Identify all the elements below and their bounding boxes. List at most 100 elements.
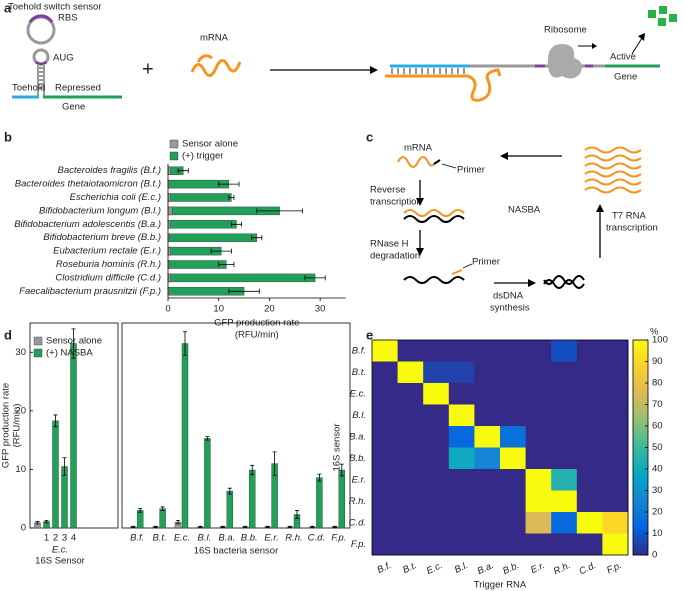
error-bar [183,331,187,356]
x-axis-label: Trigger RNA [474,580,527,591]
diagram-c [397,146,642,289]
colorbar-tick-label: 30 [652,485,663,496]
colorbar-tick-label: 20 [652,507,663,518]
colorbar-step [633,433,648,438]
stem-pairs [39,67,43,89]
colorbar-step [633,512,648,516]
heatmap-cell [602,469,629,491]
category-label: Roseburia hominis (R.h.) [56,259,161,270]
colorbar-step [633,350,648,355]
bar [204,438,211,529]
y-tick-label: 20 [15,405,26,416]
rna-strand [403,209,465,217]
heatmap-cell [448,533,475,556]
heatmap-cell [602,490,629,513]
category-label: Eubacterium rectale (E.r.) [53,246,161,257]
heatmap-cell [372,404,398,427]
heatmap-cell [525,404,552,427]
heatmap-cell [576,361,603,384]
primer [433,159,441,165]
y-axis-label: 16S sensor [332,423,343,471]
category-label: Faecalibacterium prausnitzii (F.p.) [19,286,161,297]
heatmap-cell [525,469,552,491]
colorbar-step [633,476,648,481]
error-bar [265,525,270,528]
heatmap-cell [372,383,398,405]
error-bar [250,464,255,476]
heatmap-cell [448,404,475,427]
label: RBS [58,13,78,24]
colorbar-step [633,454,648,459]
heatmap-cell [372,426,398,448]
x-tick-label: B.a. [218,533,235,544]
y-tick-label: 10 [15,464,26,475]
colorbar-step [633,522,648,527]
heatmap-cell [551,426,578,448]
category-label: Bifidobacterium longum (B.l.) [39,205,161,216]
heatmap-cell [602,447,629,470]
heatmap-cell [551,490,578,513]
heatmap-cell [397,383,424,405]
colorbar-step [633,393,648,398]
label: Active [610,52,636,63]
heatmap-cell [525,490,552,513]
group-label: E.c. [52,545,68,556]
colorbar-step [633,494,648,499]
dna-strand [403,215,465,223]
colorbar-step [633,365,648,370]
label: Gene [614,72,637,83]
colorbar-step [633,418,648,423]
heatmap-cell [576,447,603,470]
error-bar [230,221,242,227]
label: Gene [62,102,85,113]
heatmap-cell [448,447,475,470]
colorbar-tick-label: 50 [652,442,663,453]
error-bar [332,525,337,528]
colorbar-step [633,379,648,384]
error-bar [35,521,40,525]
mrna [190,54,242,77]
label: Reverse [370,185,405,196]
heatmap-cell [423,404,450,427]
error-bar [160,506,165,511]
protein [659,6,667,14]
colorbar-step [633,436,648,441]
colorbar-tick-label: 40 [652,464,663,475]
heatmap-cell [397,447,424,470]
heatmap-cell [423,447,450,470]
heatmap-cell [500,512,526,534]
colorbar-step [633,537,648,542]
label: synthesis [490,303,530,314]
colorbar-step [633,533,648,538]
heatmap-cell [500,533,526,556]
arrow [631,37,643,55]
label: dsDNA [493,291,524,302]
y-tick-label: F.p. [351,539,366,550]
colorbar-tick-label: 0 [652,550,657,561]
dsdna [543,279,585,289]
label: Repressed [55,83,101,94]
x-tick-label: 10 [213,304,224,315]
error-bar [310,525,315,528]
heatmap-cell [500,340,526,362]
colorbar-step [633,390,648,395]
y-tick-label: B.b. [349,453,366,464]
colorbar-step [633,526,648,531]
heatmap-cell [551,361,578,384]
colorbar-step [633,479,648,484]
x-tick-label: F.p. [605,560,623,576]
colorbar-step [633,501,648,506]
bar [167,233,257,242]
error-bar [339,463,344,477]
heatmap-cell [372,340,398,362]
heatmap-cell [423,383,450,405]
label: transcription [370,197,422,208]
heatmap-cell [474,361,501,384]
heatmap-cell [576,340,603,362]
heatmap-cell [448,426,475,448]
x-tick-label: 4 [71,533,76,544]
heatmap-cell [397,361,424,384]
heatmap-cell [423,340,450,362]
heatmap-cell [525,533,552,556]
